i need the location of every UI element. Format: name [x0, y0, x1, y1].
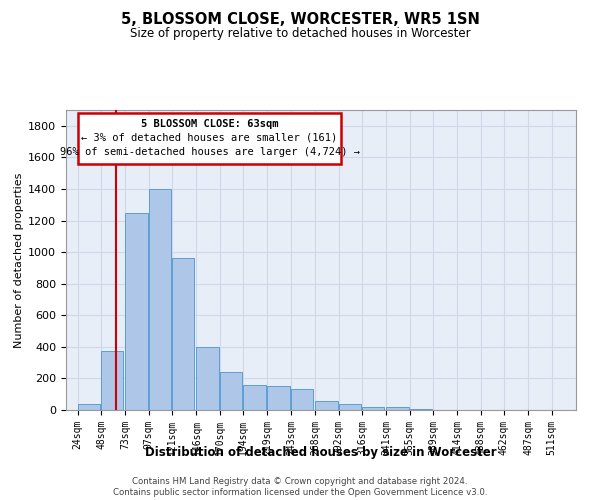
Text: Contains HM Land Registry data © Crown copyright and database right 2024.: Contains HM Land Registry data © Crown c…: [132, 476, 468, 486]
Text: Distribution of detached houses by size in Worcester: Distribution of detached houses by size …: [145, 446, 497, 459]
Text: 5 BLOSSOM CLOSE: 63sqm: 5 BLOSSOM CLOSE: 63sqm: [141, 119, 278, 129]
Bar: [172, 258, 194, 410]
Text: 96% of semi-detached houses are larger (4,724) →: 96% of semi-detached houses are larger (…: [59, 147, 359, 157]
Bar: [149, 189, 171, 410]
Bar: [243, 384, 266, 410]
Bar: [386, 407, 409, 410]
Bar: [338, 404, 361, 410]
Bar: [101, 351, 124, 410]
Text: Size of property relative to detached houses in Worcester: Size of property relative to detached ho…: [130, 28, 470, 40]
Bar: [196, 347, 219, 410]
Bar: [268, 386, 290, 410]
Text: Contains public sector information licensed under the Open Government Licence v3: Contains public sector information licen…: [113, 488, 487, 497]
Bar: [315, 402, 338, 410]
FancyBboxPatch shape: [77, 113, 341, 164]
Bar: [410, 409, 432, 410]
Y-axis label: Number of detached properties: Number of detached properties: [14, 172, 24, 348]
Bar: [77, 404, 100, 410]
Bar: [220, 372, 242, 410]
Text: 5, BLOSSOM CLOSE, WORCESTER, WR5 1SN: 5, BLOSSOM CLOSE, WORCESTER, WR5 1SN: [121, 12, 479, 28]
Bar: [125, 212, 148, 410]
Text: ← 3% of detached houses are smaller (161): ← 3% of detached houses are smaller (161…: [82, 132, 338, 142]
Bar: [291, 390, 313, 410]
Bar: [362, 407, 384, 410]
